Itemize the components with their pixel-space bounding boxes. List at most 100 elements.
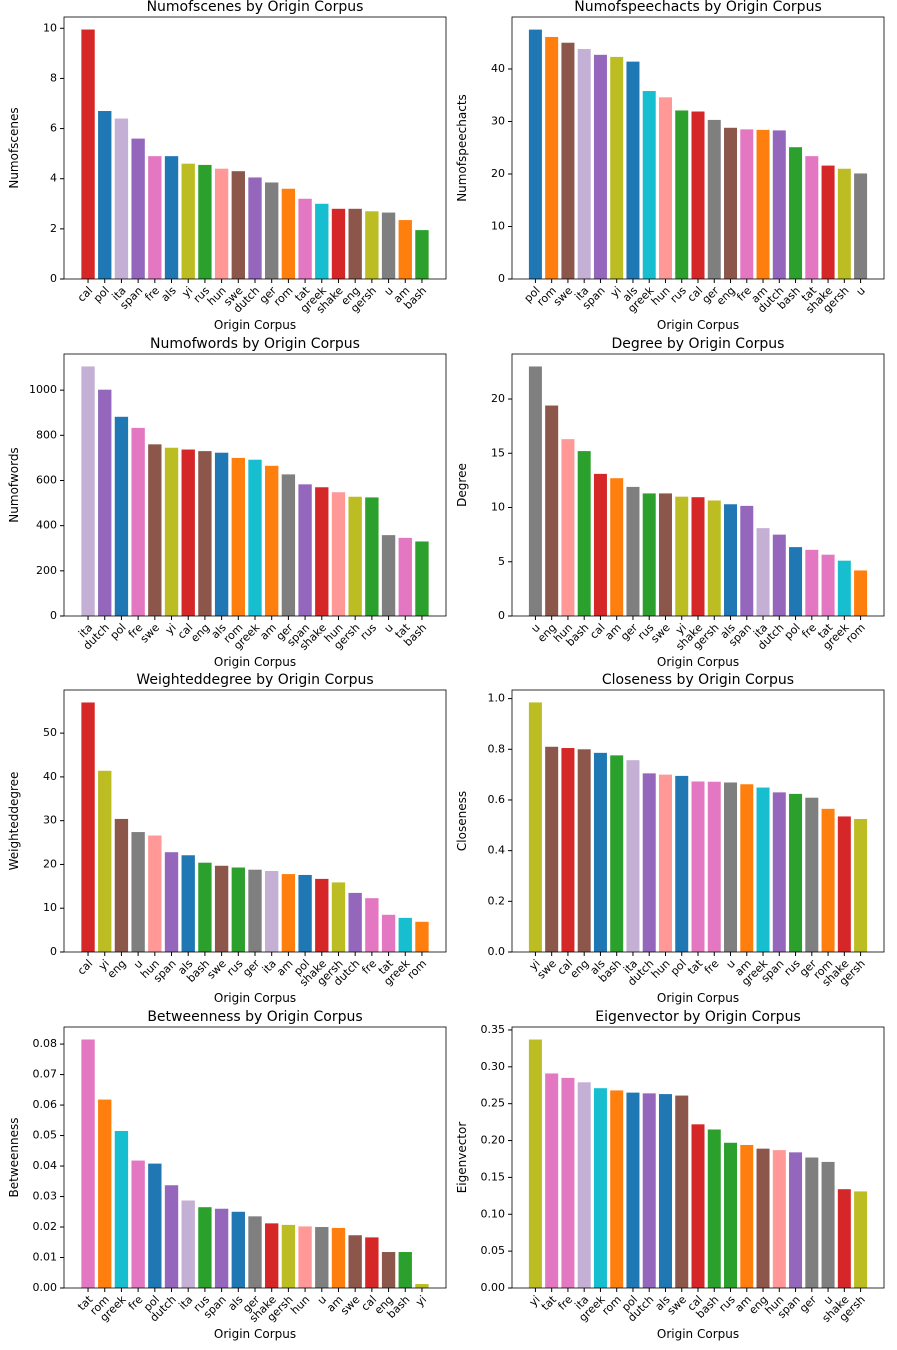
bar [114,1130,129,1288]
bar [691,497,705,616]
bar [265,465,279,616]
y-tick-label: 10 [43,901,57,914]
bar [805,797,819,952]
y-tick-label: 0.8 [488,742,506,755]
bar [691,781,705,952]
bar [81,1039,95,1288]
bar [315,487,329,616]
bar [593,1088,607,1288]
chart-title: Numofspeechacts by Origin Corpus [574,0,822,15]
y-axis-label: Betweenness [7,1118,21,1198]
bar [98,1099,112,1288]
x-tick-label: ger [797,1293,819,1315]
bar [331,882,346,952]
axes-frame [63,689,447,953]
bar [626,760,640,952]
x-tick-label: yi [413,1293,429,1309]
bar [740,1144,754,1288]
y-tick-label: 400 [36,519,57,532]
bar [561,42,575,280]
bar [365,497,379,616]
bar [81,366,95,616]
x-tick-label: ger [240,957,262,979]
bar [707,781,721,952]
y-tick-label: 0.2 [488,894,506,907]
bar [740,505,754,616]
bar [98,389,112,616]
bar [821,554,835,616]
bar [837,1189,851,1288]
axes-frame [511,353,885,617]
bar [854,570,868,616]
y-tick-label: 0.02 [33,1220,58,1233]
bar [658,774,672,952]
bar [398,917,412,952]
bar [331,492,346,616]
bar [148,835,162,952]
y-tick-label: 0 [498,272,505,285]
subplot: Closeness by Origin Corpusyiswecalengals… [455,672,885,1005]
bar [756,1148,770,1288]
y-axis-label: Closeness [455,791,469,851]
bar [821,808,835,952]
subplot: Numofwords by Origin Corpusitadutchpolfr… [7,336,447,669]
bar [545,746,559,952]
x-tick-label: eng [105,957,129,981]
bar [691,1124,705,1288]
y-axis-label: Eigenvector [455,1122,469,1194]
y-tick-label: 0.06 [33,1098,58,1111]
bar [821,165,835,279]
bar [756,129,770,279]
bar [248,1216,262,1288]
chart-title: Weighteddegree by Origin Corpus [136,672,373,688]
y-tick-label: 15 [491,446,505,459]
bar [772,130,786,279]
x-axis-label: Origin Corpus [214,655,296,669]
bar [415,921,429,952]
bar [658,493,672,616]
bar [789,147,803,279]
bar [131,138,145,279]
bar [707,1129,721,1288]
x-tick-label: fre [702,957,722,977]
bar [577,451,591,616]
bar [740,129,754,279]
y-tick-label: 0 [50,609,57,622]
bar [561,1077,575,1288]
y-tick-label: 0.6 [488,793,506,806]
bar [642,1093,656,1288]
x-tick-label: swe [551,284,576,309]
bar [131,1160,145,1288]
bar [545,405,559,616]
bar [789,547,803,616]
bar [365,1237,379,1288]
bar [610,1090,624,1288]
y-tick-label: 600 [36,473,57,486]
bar [114,818,129,952]
bar [610,755,624,952]
x-tick-label: cal [75,957,95,977]
y-tick-label: 30 [43,814,57,827]
bar [81,702,95,952]
y-tick-label: 0.08 [33,1037,58,1050]
bar [381,212,396,279]
subplot: Betweenness by Origin Corpustatromgreekf… [7,1009,447,1341]
y-tick-label: 10 [43,21,57,34]
bar [381,1252,396,1288]
bar [298,874,312,952]
bar [626,61,640,279]
y-tick-label: 0.00 [33,1281,58,1294]
bar [398,537,412,616]
x-axis-label: Origin Corpus [214,318,296,332]
bar [181,449,195,616]
chart-title: Betweenness by Origin Corpus [147,1009,362,1025]
axes-frame [63,16,447,280]
chart-title: Numofwords by Origin Corpus [150,336,360,352]
axes-frame [63,353,447,617]
y-tick-label: 0.4 [488,844,506,857]
bar [265,182,279,279]
y-tick-label: 4 [50,172,57,185]
bar [381,535,396,616]
y-tick-label: 0.00 [481,1281,506,1294]
bar [545,36,559,279]
